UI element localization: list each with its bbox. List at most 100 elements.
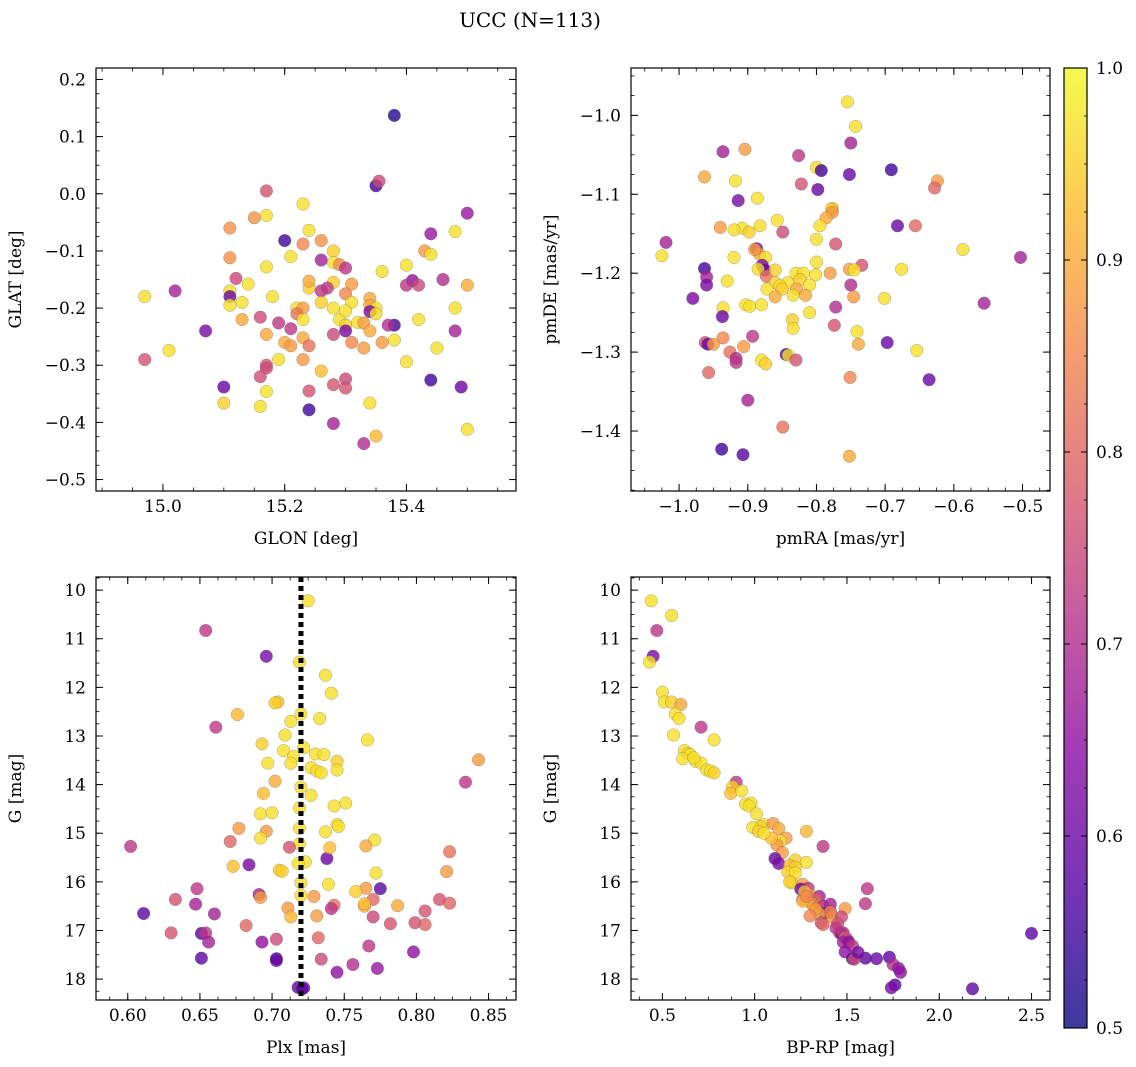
y-axis-label: G [mag]	[6, 754, 26, 823]
scatter-point	[223, 298, 237, 312]
scatter-point	[737, 340, 751, 354]
scatter-point	[232, 821, 246, 835]
colorbar-tick-label: 1.0	[1096, 59, 1123, 79]
scatter-point	[851, 337, 865, 351]
scatter-point	[314, 364, 328, 378]
scatter-point	[753, 219, 767, 233]
scatter-point	[275, 864, 289, 878]
scatter-point	[440, 865, 454, 879]
scatter-point	[311, 931, 325, 945]
scatter-point	[448, 224, 462, 238]
scatter-point	[324, 686, 338, 700]
scatter-point	[284, 910, 298, 924]
scatter-points	[643, 594, 1038, 996]
scatter-point	[813, 219, 827, 233]
x-axis-label: BP-RP [mag]	[786, 1038, 895, 1058]
scatter-point	[339, 796, 353, 810]
scatter-point	[272, 353, 286, 367]
scatter-point	[168, 284, 182, 298]
scatter-point	[268, 696, 282, 710]
scatter-point	[880, 336, 894, 350]
scatter-point	[424, 247, 438, 261]
scatter-point	[253, 370, 267, 384]
scatter-point	[727, 223, 741, 237]
scatter-point	[301, 594, 315, 608]
scatter-point	[770, 213, 784, 227]
x-axis-label: pmRA [mas/yr]	[776, 529, 905, 549]
scatter-point	[330, 763, 344, 777]
colorbar-gradient	[1064, 68, 1087, 1028]
scatter-point	[381, 318, 395, 332]
scatter-point	[339, 381, 353, 395]
scatter-point	[226, 859, 240, 873]
x-tick-label: 0.70	[253, 1006, 291, 1026]
scatter-point	[272, 316, 286, 330]
scatter-point	[724, 786, 738, 800]
x-tick-label: 15.2	[266, 497, 304, 517]
scatter-point	[296, 353, 310, 367]
scatter-point	[858, 897, 872, 911]
scatter-point	[307, 889, 321, 903]
y-tick-label: 11	[599, 630, 621, 650]
scatter-point	[686, 291, 700, 305]
scatter-point	[443, 896, 457, 910]
scatter-point	[460, 278, 474, 292]
x-tick-label: 0.60	[109, 1006, 147, 1026]
scatter-point	[847, 263, 861, 277]
scatter-point	[189, 897, 203, 911]
scatter-point	[314, 952, 328, 966]
scatter-point	[829, 300, 843, 314]
scatter-point	[239, 919, 253, 933]
scatter-point	[792, 149, 806, 163]
scatter-point	[910, 344, 924, 358]
scatter-point	[750, 807, 764, 821]
scatter-point	[164, 926, 178, 940]
x-tick-label: 15.4	[388, 497, 426, 517]
y-tick-label: 12	[599, 678, 621, 698]
y-tick-label: 17	[64, 921, 86, 941]
scatter-point	[360, 733, 374, 747]
scatter-point	[242, 858, 256, 872]
x-tick-label: 15.0	[144, 497, 182, 517]
scatter-point	[277, 744, 291, 758]
scatter-point	[363, 396, 377, 410]
scatter-point	[843, 370, 857, 384]
x-tick-label: 2.5	[1018, 1006, 1045, 1026]
x-tick-label: −0.9	[727, 497, 768, 517]
y-axis-label: GLAT [deg]	[6, 230, 26, 328]
scatter-point	[363, 324, 377, 338]
scatter-point	[302, 274, 316, 288]
scatter-point	[776, 420, 790, 434]
scatter-point	[799, 855, 813, 869]
scatter-point	[748, 242, 762, 256]
scatter-point	[339, 261, 353, 275]
scatter-point	[284, 339, 298, 353]
y-axis-label: G [mag]	[541, 754, 561, 823]
scatter-point	[313, 712, 327, 726]
y-tick-label: 12	[64, 678, 86, 698]
scatter-point	[253, 831, 267, 845]
scatter-point	[391, 899, 405, 913]
y-tick-label: 15	[64, 824, 86, 844]
x-tick-label: −1.0	[658, 497, 699, 517]
scatter-point	[460, 206, 474, 220]
scatter-point	[706, 337, 720, 351]
scatter-point	[326, 301, 340, 315]
scatter-point	[255, 737, 269, 751]
scatter-point	[253, 807, 267, 821]
scatter-point	[296, 237, 310, 251]
scatter-point	[209, 720, 223, 734]
scatter-point	[304, 788, 318, 802]
y-tick-label: 0.0	[59, 185, 86, 205]
scatter-point	[358, 897, 372, 911]
scatter-point	[816, 918, 830, 932]
scatter-point	[302, 339, 316, 353]
scatter-point	[418, 904, 432, 918]
scatter-point	[261, 756, 275, 770]
scatter-point	[345, 335, 359, 349]
scatter-point	[418, 918, 432, 932]
scatter-point	[326, 417, 340, 431]
scatter-point	[827, 318, 841, 332]
scatter-point	[803, 306, 817, 320]
